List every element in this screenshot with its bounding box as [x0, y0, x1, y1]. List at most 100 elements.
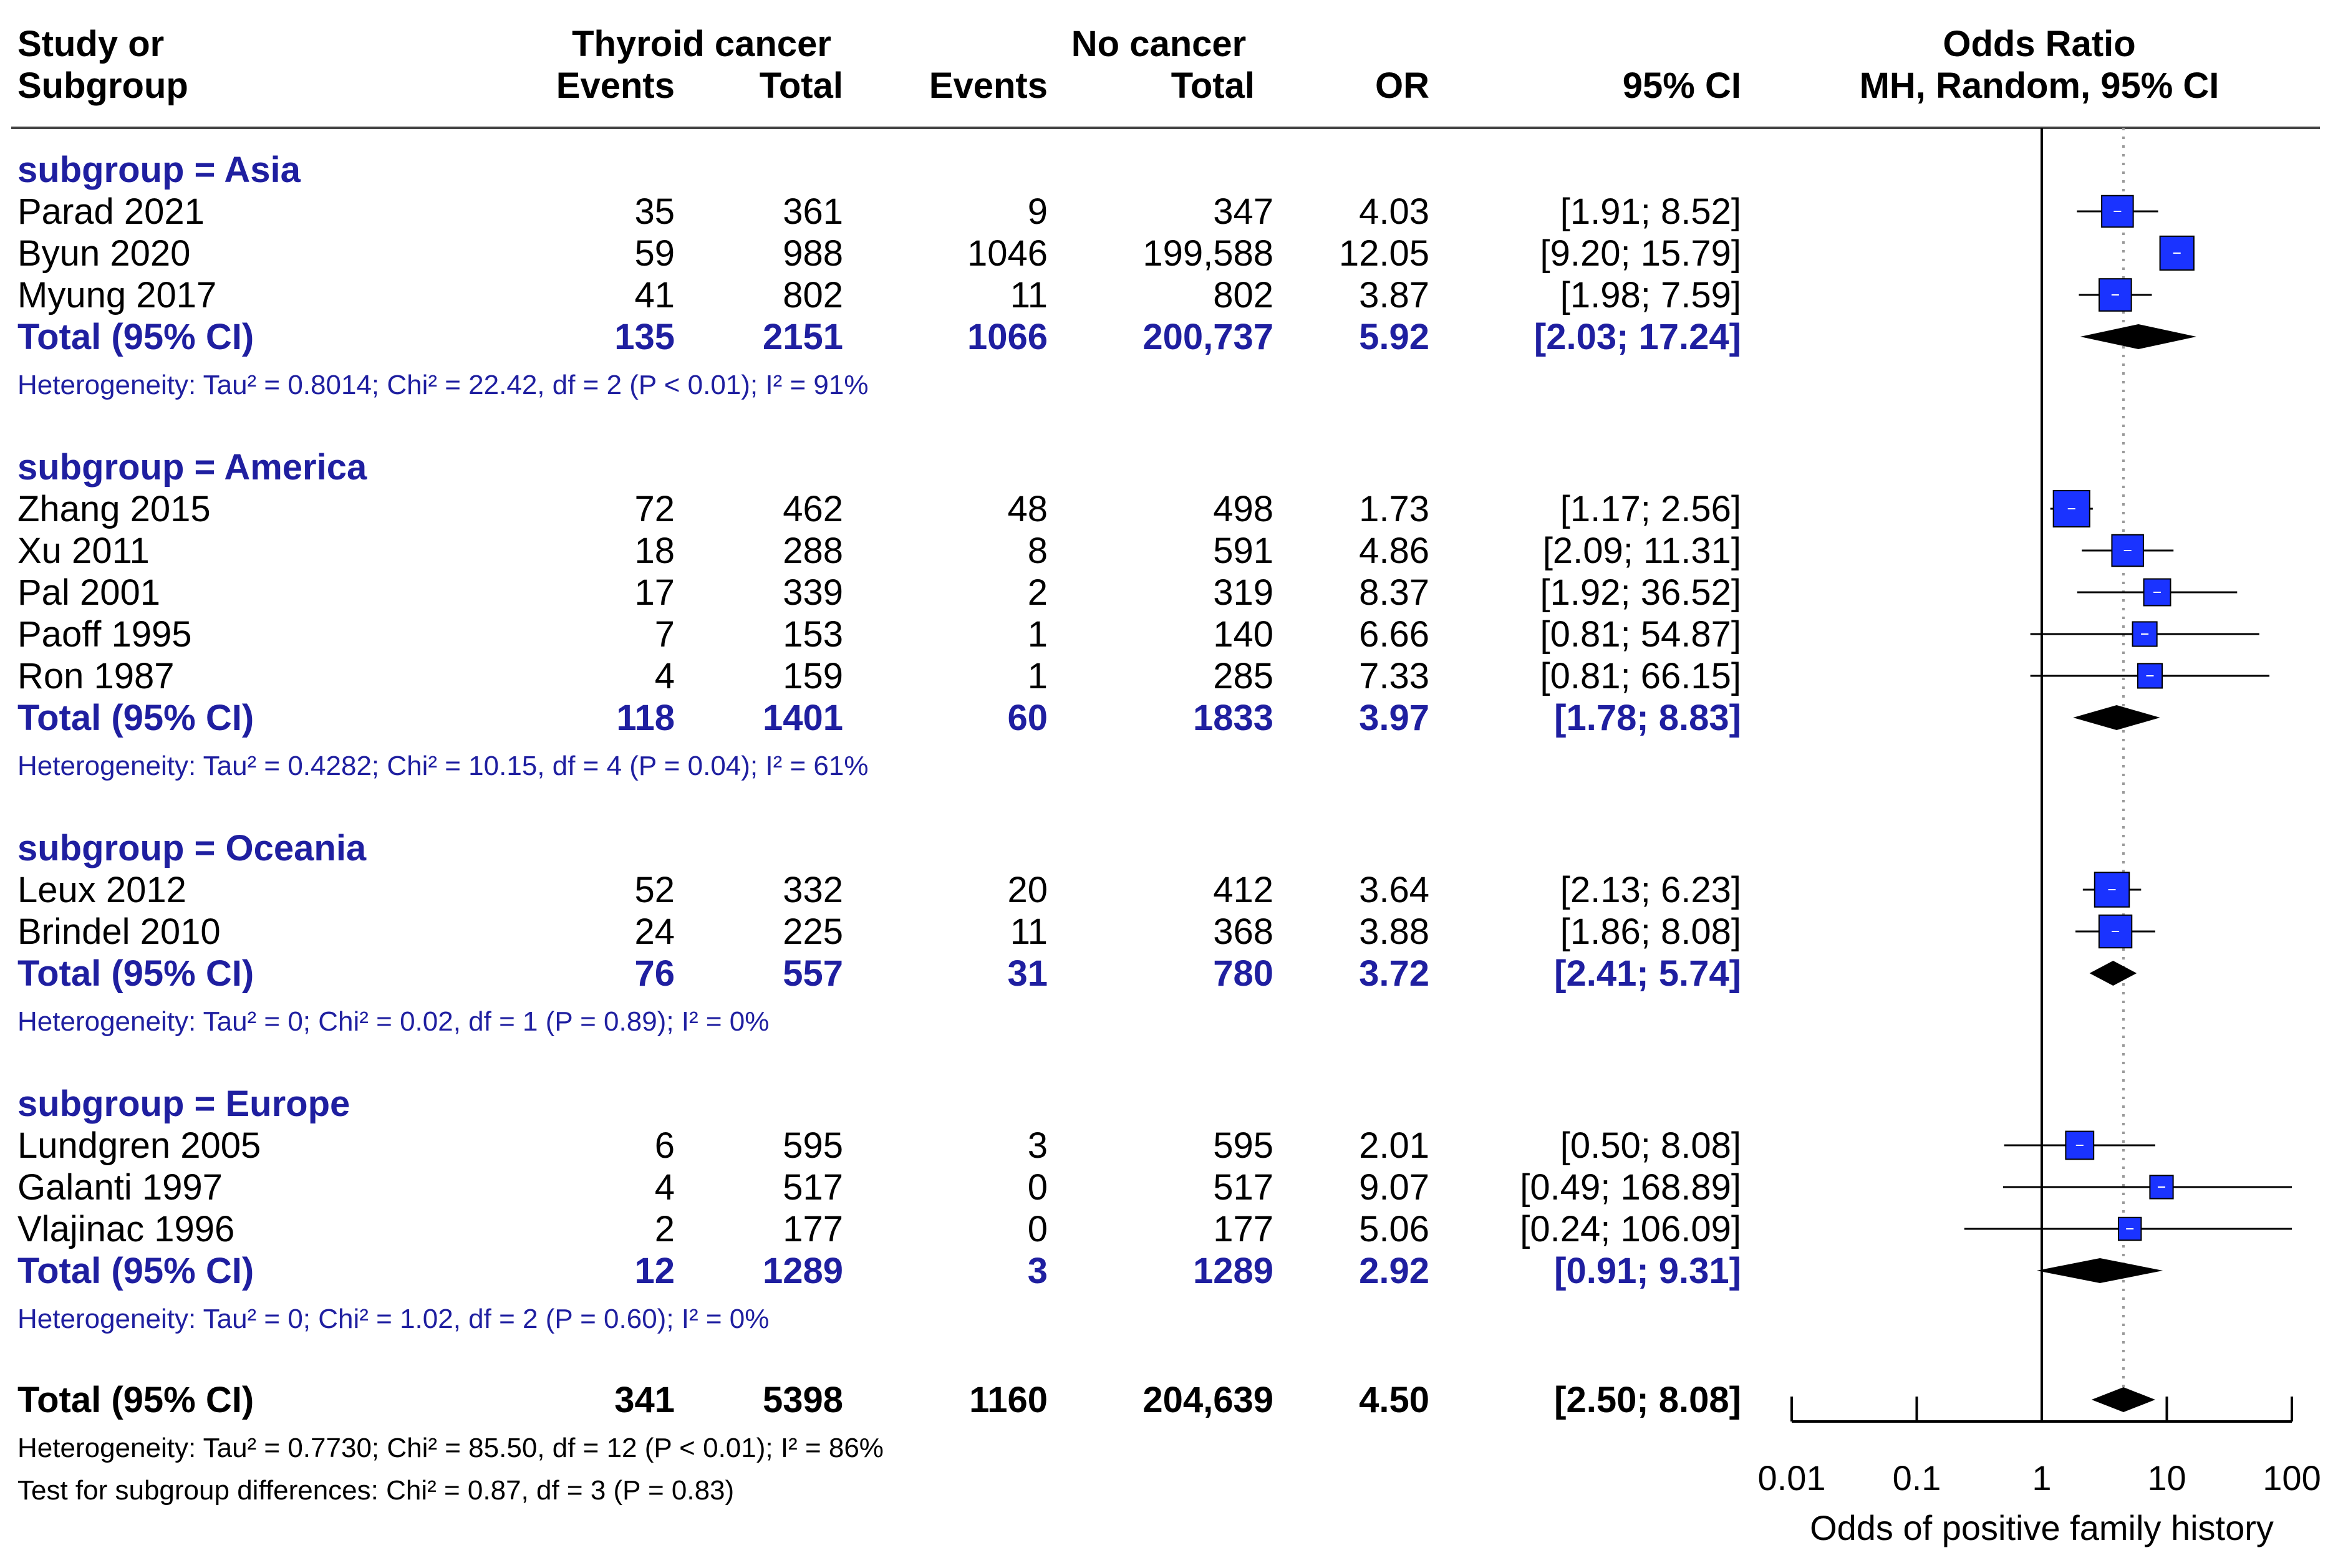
study-or: 2.01 — [1359, 1125, 1429, 1166]
study-events-1: 2 — [655, 1209, 675, 1249]
study-total-1: 159 — [783, 656, 843, 696]
study-total-2: 591 — [1213, 531, 1273, 571]
study-ci: [0.50; 8.08] — [1560, 1125, 1741, 1166]
study-total-2: 347 — [1213, 191, 1273, 232]
header-plot-title: Odds Ratio — [1943, 24, 2135, 64]
subgroup-total-total-1: 1289 — [763, 1251, 843, 1291]
study-ci: [0.24; 106.09] — [1520, 1209, 1741, 1249]
study-events-2: 1046 — [967, 233, 1048, 274]
study-events-2: 9 — [1028, 191, 1048, 232]
study-or: 6.66 — [1359, 614, 1429, 655]
subgroup-total-total-2: 1289 — [1193, 1251, 1273, 1291]
study-total-2: 368 — [1213, 911, 1273, 952]
study-total-1: 988 — [783, 233, 843, 274]
study-total-2: 517 — [1213, 1167, 1273, 1208]
subgroup-diamond — [2080, 324, 2196, 349]
study-ci: [1.92; 36.52] — [1540, 572, 1741, 613]
subgroup-total-events-1: 118 — [616, 698, 675, 738]
study-ci: [0.49; 168.89] — [1520, 1167, 1741, 1208]
study-name: Paoff 1995 — [17, 614, 192, 655]
subgroup-total-events-1: 12 — [634, 1251, 675, 1291]
study-total-2: 412 — [1213, 870, 1273, 910]
study-events-2: 11 — [1010, 275, 1048, 315]
study-or: 3.64 — [1359, 870, 1429, 910]
study-name: Pal 2001 — [17, 572, 160, 613]
subgroup-total-or: 2.92 — [1359, 1251, 1429, 1291]
header-or: OR — [1375, 65, 1429, 106]
subgroup-heterogeneity: Heterogeneity: Tau² = 0; Chi² = 0.02, df… — [17, 1006, 769, 1037]
subgroup-total-total-1: 1401 — [763, 698, 843, 738]
header-ci: 95% CI — [1623, 65, 1741, 106]
overall-total-ci: [2.50; 8.08] — [1554, 1380, 1741, 1420]
study-events-2: 20 — [1007, 870, 1048, 910]
study-events-2: 48 — [1007, 489, 1048, 529]
study-events-1: 7 — [655, 614, 675, 655]
subgroup-heterogeneity: Heterogeneity: Tau² = 0.8014; Chi² = 22.… — [17, 370, 868, 400]
subgroup-total-ci: [1.78; 8.83] — [1554, 698, 1741, 738]
study-events-2: 0 — [1028, 1209, 1048, 1249]
subgroup-total-events-1: 76 — [634, 953, 675, 994]
subgroup-total-events-2: 31 — [1007, 953, 1048, 994]
study-events-1: 4 — [655, 1167, 675, 1208]
study-total-1: 517 — [783, 1167, 843, 1208]
subgroup-label: subgroup = America — [17, 447, 367, 488]
study-total-1: 339 — [783, 572, 843, 613]
header-group1-events: Events — [556, 65, 675, 106]
overall-total-total-1: 5398 — [763, 1380, 843, 1420]
study-name: Galanti 1997 — [17, 1167, 223, 1208]
study-total-1: 595 — [783, 1125, 843, 1166]
study-name: Lundgren 2005 — [17, 1125, 261, 1166]
subgroup-total-ci: [0.91; 9.31] — [1554, 1251, 1741, 1291]
subgroup-total-ci: [2.03; 17.24] — [1534, 317, 1741, 357]
study-total-2: 595 — [1213, 1125, 1273, 1166]
study-or: 4.86 — [1359, 531, 1429, 571]
plot-area — [1964, 128, 2292, 1416]
study-events-2: 1 — [1028, 614, 1048, 655]
study-ci: [9.20; 15.79] — [1540, 233, 1741, 274]
overall-total-label: Total (95% CI) — [17, 1380, 254, 1420]
study-total-2: 285 — [1213, 656, 1273, 696]
overall-total-events-1: 341 — [614, 1380, 675, 1420]
study-events-2: 0 — [1028, 1167, 1048, 1208]
study-ci: [1.17; 2.56] — [1560, 489, 1741, 529]
subgroup-total-total-1: 2151 — [763, 317, 843, 357]
study-events-1: 6 — [655, 1125, 675, 1166]
x-tick-label: 1 — [2032, 1458, 2051, 1498]
subgroup-total-label: Total (95% CI) — [17, 953, 254, 994]
subgroup-diamond — [2073, 705, 2160, 730]
subgroup-label: subgroup = Asia — [17, 150, 301, 190]
study-ci: [0.81; 66.15] — [1540, 656, 1741, 696]
study-events-1: 35 — [634, 191, 675, 232]
overall-diamond — [2091, 1387, 2155, 1412]
subgroup-total-or: 5.92 — [1359, 317, 1429, 357]
study-total-2: 802 — [1213, 275, 1273, 315]
study-total-1: 288 — [783, 531, 843, 571]
x-tick-label: 10 — [2147, 1458, 2186, 1498]
subgroup-total-events-2: 3 — [1028, 1251, 1048, 1291]
study-name: Brindel 2010 — [17, 911, 221, 952]
study-events-1: 4 — [655, 656, 675, 696]
study-total-1: 361 — [783, 191, 843, 232]
study-total-2: 177 — [1213, 1209, 1273, 1249]
subgroup-heterogeneity: Heterogeneity: Tau² = 0; Chi² = 1.02, df… — [17, 1304, 769, 1334]
subgroup-heterogeneity: Heterogeneity: Tau² = 0.4282; Chi² = 10.… — [17, 751, 868, 781]
header-group1-title: Thyroid cancer — [572, 24, 831, 64]
study-total-1: 462 — [783, 489, 843, 529]
study-name: Vlajinac 1996 — [17, 1209, 234, 1249]
study-name: Ron 1987 — [17, 656, 175, 696]
subgroup-label: subgroup = Europe — [17, 1084, 350, 1124]
study-total-1: 332 — [783, 870, 843, 910]
study-or: 3.88 — [1359, 911, 1429, 952]
subgroup-total-or: 3.72 — [1359, 953, 1429, 994]
subgroup-label: subgroup = Oceania — [17, 828, 367, 868]
subgroup-total-total-2: 780 — [1213, 953, 1273, 994]
subgroup-total-total-1: 557 — [783, 953, 843, 994]
subgroup-diamond — [2089, 961, 2137, 986]
study-name: Zhang 2015 — [17, 489, 211, 529]
header-study-line2: Subgroup — [17, 65, 188, 106]
subgroup-total-label: Total (95% CI) — [17, 1251, 254, 1291]
subgroup-total-events-2: 1066 — [967, 317, 1048, 357]
x-tick-label: 100 — [2263, 1458, 2321, 1498]
study-ci: [2.09; 11.31] — [1543, 531, 1741, 571]
